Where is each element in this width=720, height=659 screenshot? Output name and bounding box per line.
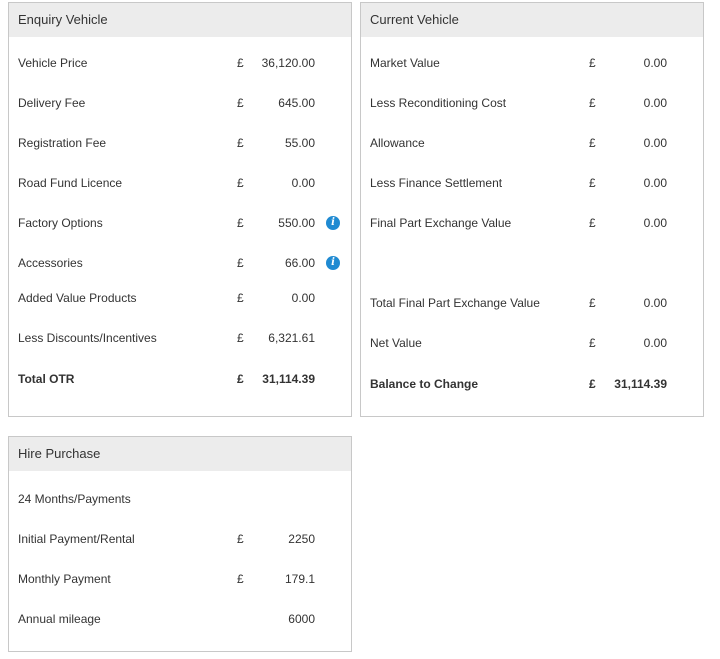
vehicle-price-row: Vehicle Price £ 36,120.00 — [9, 53, 351, 73]
registration-fee-label: Registration Fee — [18, 136, 107, 150]
currency-symbol: £ — [589, 96, 596, 110]
info-icon[interactable]: i — [326, 216, 340, 230]
annual-mileage-label: Annual mileage — [18, 612, 101, 626]
finance-settlement-label: Less Finance Settlement — [370, 176, 503, 190]
hire-purchase-title: Hire Purchase — [9, 437, 351, 471]
accessories-value: 66.00 — [284, 256, 315, 270]
currency-symbol: £ — [237, 532, 244, 546]
annual-mileage-row: Annual mileage 6000 — [9, 609, 351, 629]
reconditioning-cost-row: Less Reconditioning Cost £ 0.00 — [361, 93, 703, 113]
net-value-value: 0.00 — [643, 336, 667, 350]
total-final-part-exchange-row: Total Final Part Exchange Value £ 0.00 — [361, 293, 703, 313]
factory-options-label: Factory Options — [18, 216, 103, 230]
currency-symbol: £ — [237, 136, 244, 150]
total-otr-row: Total OTR £ 31,114.39 — [9, 369, 351, 389]
reconditioning-cost-label: Less Reconditioning Cost — [370, 96, 507, 110]
monthly-payment-row: Monthly Payment £ 179.1 — [9, 569, 351, 589]
road-fund-licence-value: 0.00 — [291, 176, 315, 190]
currency-symbol: £ — [237, 96, 244, 110]
total-otr-value: 31,114.39 — [262, 372, 315, 386]
hire-term-row: 24 Months/Payments — [9, 489, 351, 509]
added-value-products-row: Added Value Products £ 0.00 — [9, 288, 351, 308]
road-fund-licence-row: Road Fund Licence £ 0.00 — [9, 173, 351, 193]
final-part-exchange-label: Final Part Exchange Value — [370, 216, 512, 230]
currency-symbol: £ — [589, 336, 596, 350]
market-value-row: Market Value £ 0.00 — [361, 53, 703, 73]
currency-symbol: £ — [237, 256, 244, 270]
enquiry-vehicle-title: Enquiry Vehicle — [9, 3, 351, 37]
currency-symbol: £ — [589, 136, 596, 150]
initial-payment-label: Initial Payment/Rental — [18, 532, 135, 546]
monthly-payment-value: 179.1 — [284, 572, 315, 586]
annual-mileage-value: 6000 — [288, 612, 315, 626]
less-discounts-label: Less Discounts/Incentives — [18, 331, 157, 345]
total-otr-label: Total OTR — [18, 372, 75, 386]
added-value-products-label: Added Value Products — [18, 291, 137, 305]
factory-options-value: 550.00 — [278, 216, 315, 230]
monthly-payment-label: Monthly Payment — [18, 572, 111, 586]
total-final-part-exchange-label: Total Final Part Exchange Value — [370, 296, 540, 310]
currency-symbol: £ — [237, 372, 244, 386]
balance-to-change-row: Balance to Change £ 31,114.39 — [361, 374, 703, 394]
balance-to-change-value: 31,114.39 — [614, 377, 667, 391]
currency-symbol: £ — [237, 331, 244, 345]
less-discounts-value: 6,321.61 — [268, 331, 315, 345]
allowance-label: Allowance — [370, 136, 425, 150]
currency-symbol: £ — [589, 216, 596, 230]
balance-to-change-label: Balance to Change — [370, 377, 479, 391]
final-part-exchange-value: 0.00 — [643, 216, 667, 230]
currency-symbol: £ — [589, 377, 596, 391]
net-value-label: Net Value — [370, 336, 422, 350]
added-value-products-value: 0.00 — [291, 291, 315, 305]
current-vehicle-panel: Current Vehicle Market Value £ 0.00 Less… — [360, 2, 704, 417]
less-discounts-row: Less Discounts/Incentives £ 6,321.61 — [9, 328, 351, 348]
registration-fee-value: 55.00 — [284, 136, 315, 150]
delivery-fee-label: Delivery Fee — [18, 96, 86, 110]
currency-symbol: £ — [589, 176, 596, 190]
currency-symbol: £ — [237, 56, 244, 70]
currency-symbol: £ — [237, 176, 244, 190]
market-value-label: Market Value — [370, 56, 440, 70]
currency-symbol: £ — [237, 291, 244, 305]
factory-options-row: Factory Options £ 550.00 i — [9, 213, 351, 233]
allowance-value: 0.00 — [643, 136, 667, 150]
accessories-label: Accessories — [18, 256, 83, 270]
accessories-row: Accessories £ 66.00 i — [9, 253, 351, 273]
registration-fee-row: Registration Fee £ 55.00 — [9, 133, 351, 153]
initial-payment-value: 2250 — [288, 532, 315, 546]
delivery-fee-row: Delivery Fee £ 645.00 — [9, 93, 351, 113]
total-final-part-exchange-value: 0.00 — [643, 296, 667, 310]
market-value-value: 0.00 — [643, 56, 667, 70]
final-part-exchange-row: Final Part Exchange Value £ 0.00 — [361, 213, 703, 233]
net-value-row: Net Value £ 0.00 — [361, 333, 703, 353]
road-fund-licence-label: Road Fund Licence — [18, 176, 123, 190]
currency-symbol: £ — [237, 216, 244, 230]
initial-payment-row: Initial Payment/Rental £ 2250 — [9, 529, 351, 549]
finance-settlement-row: Less Finance Settlement £ 0.00 — [361, 173, 703, 193]
vehicle-price-label: Vehicle Price — [18, 56, 88, 70]
reconditioning-cost-value: 0.00 — [643, 96, 667, 110]
hire-term-label: 24 Months/Payments — [18, 492, 131, 506]
currency-symbol: £ — [237, 572, 244, 586]
hire-purchase-panel: Hire Purchase 24 Months/Payments Initial… — [8, 436, 352, 652]
currency-symbol: £ — [589, 56, 596, 70]
currency-symbol: £ — [589, 296, 596, 310]
current-vehicle-title: Current Vehicle — [361, 3, 703, 37]
finance-settlement-value: 0.00 — [643, 176, 667, 190]
enquiry-vehicle-panel: Enquiry Vehicle Vehicle Price £ 36,120.0… — [8, 2, 352, 417]
allowance-row: Allowance £ 0.00 — [361, 133, 703, 153]
info-icon[interactable]: i — [326, 256, 340, 270]
delivery-fee-value: 645.00 — [278, 96, 315, 110]
vehicle-price-value: 36,120.00 — [261, 56, 315, 70]
